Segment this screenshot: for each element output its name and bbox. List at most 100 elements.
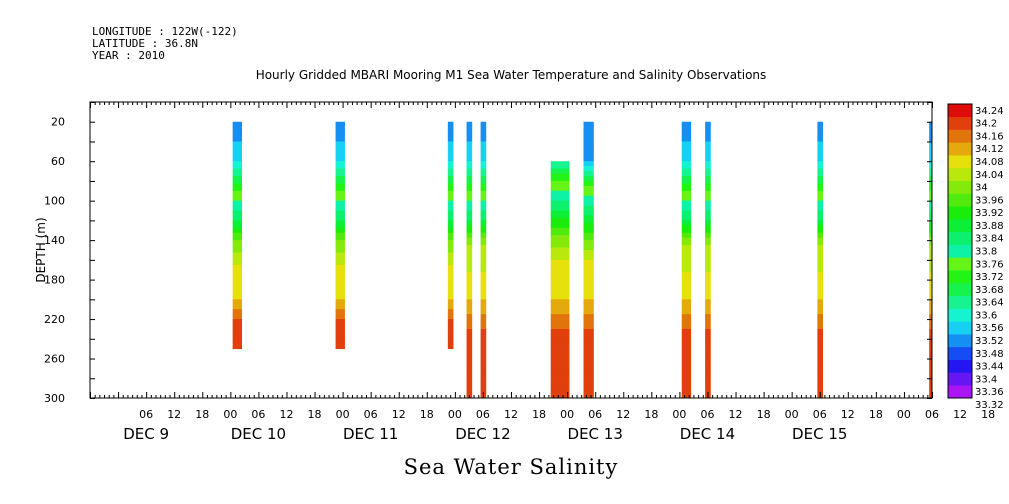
salinity-cell: [929, 314, 932, 317]
salinity-cell: [550, 193, 570, 197]
salinity-cell: [929, 153, 932, 157]
salinity-cell: [705, 217, 711, 221]
salinity-cell: [705, 242, 711, 246]
salinity-cell: [335, 235, 345, 239]
salinity-cell: [817, 193, 823, 197]
salinity-cell: [929, 121, 932, 125]
salinity-cell: [335, 139, 345, 142]
salinity-cell: [447, 274, 454, 278]
colorbar-label: 34.16: [975, 131, 1004, 142]
salinity-cell: [466, 178, 473, 182]
salinity-cell: [929, 341, 932, 345]
salinity-cell: [447, 139, 454, 142]
salinity-cell: [583, 166, 594, 169]
salinity-cell: [466, 380, 473, 384]
salinity-cell: [681, 208, 692, 211]
salinity-cell: [232, 333, 243, 337]
salinity-cell: [480, 203, 487, 206]
salinity-cell: [466, 247, 473, 251]
salinity-cell: [447, 205, 454, 209]
colorbar-label: 34.12: [975, 144, 1004, 155]
salinity-cell: [583, 393, 594, 396]
salinity-cell: [550, 247, 570, 251]
salinity-cell: [705, 240, 711, 243]
salinity-cell: [705, 304, 711, 308]
salinity-cell: [480, 262, 487, 266]
salinity-cell: [929, 296, 932, 300]
salinity-cell: [929, 168, 932, 172]
salinity-cell: [232, 247, 243, 251]
variable-title: Sea Water Salinity: [403, 455, 619, 479]
salinity-cell: [929, 124, 932, 128]
salinity-cell: [817, 173, 823, 177]
salinity-cell: [466, 200, 473, 204]
salinity-cell: [480, 139, 487, 142]
salinity-cell: [466, 306, 473, 310]
x-hour-tick-label: 12: [729, 408, 743, 421]
salinity-cell: [232, 195, 243, 199]
salinity-cell: [466, 262, 473, 266]
salinity-cell: [447, 336, 454, 340]
salinity-cell: [705, 161, 711, 165]
salinity-cell: [550, 232, 570, 236]
salinity-cell: [466, 208, 473, 211]
salinity-cell: [447, 141, 454, 145]
salinity-cell: [583, 361, 594, 364]
salinity-cell: [929, 346, 932, 350]
salinity-cell: [583, 388, 594, 391]
salinity-cell: [929, 343, 932, 347]
salinity-cell: [480, 227, 487, 231]
colorbar-label: 33.84: [975, 234, 1004, 245]
salinity-cell: [583, 156, 594, 160]
salinity-cell: [550, 188, 570, 192]
salinity-cell: [335, 134, 345, 137]
salinity-cell: [583, 358, 594, 362]
salinity-cell: [232, 198, 243, 202]
salinity-cell: [466, 217, 473, 221]
salinity-cell: [817, 178, 823, 182]
salinity-cell: [929, 324, 932, 327]
salinity-cell: [705, 200, 711, 204]
salinity-cell: [817, 279, 823, 283]
salinity-cell: [232, 227, 243, 231]
salinity-cell: [550, 363, 570, 367]
salinity-cell: [335, 346, 345, 350]
salinity-cell: [583, 314, 594, 317]
salinity-cell: [335, 129, 345, 132]
salinity-cell: [232, 264, 243, 268]
salinity-cell: [232, 321, 243, 325]
salinity-cell: [447, 326, 454, 330]
salinity-cell: [817, 385, 823, 389]
salinity-cell: [232, 289, 243, 293]
salinity-cell: [335, 257, 345, 261]
salinity-cell: [583, 178, 594, 182]
salinity-cell: [447, 328, 454, 332]
salinity-cell: [929, 348, 932, 352]
salinity-cell: [817, 368, 823, 372]
salinity-cell: [583, 316, 594, 320]
salinity-cell: [583, 326, 594, 330]
salinity-cell: [466, 141, 473, 145]
salinity-cell: [466, 316, 473, 320]
x-hour-tick-label: 00: [223, 408, 237, 421]
salinity-cell: [550, 254, 570, 258]
salinity-cell: [583, 143, 594, 147]
salinity-cell: [681, 168, 692, 172]
salinity-cell: [583, 259, 594, 263]
y-tick-label: 20: [51, 116, 65, 129]
salinity-cell: [550, 383, 570, 387]
salinity-cell: [705, 178, 711, 182]
salinity-cell: [466, 277, 473, 280]
salinity-cell: [550, 328, 570, 332]
salinity-cell: [583, 279, 594, 283]
colorbar-swatch: [948, 257, 972, 271]
salinity-cell: [681, 215, 692, 219]
colorbar-swatch: [948, 346, 972, 360]
salinity-cell: [480, 213, 487, 216]
salinity-cell: [466, 264, 473, 268]
salinity-cell: [232, 311, 243, 315]
salinity-cell: [705, 139, 711, 142]
salinity-cell: [929, 351, 932, 354]
x-hour-tick-label: 06: [364, 408, 378, 421]
salinity-cell: [681, 235, 692, 239]
